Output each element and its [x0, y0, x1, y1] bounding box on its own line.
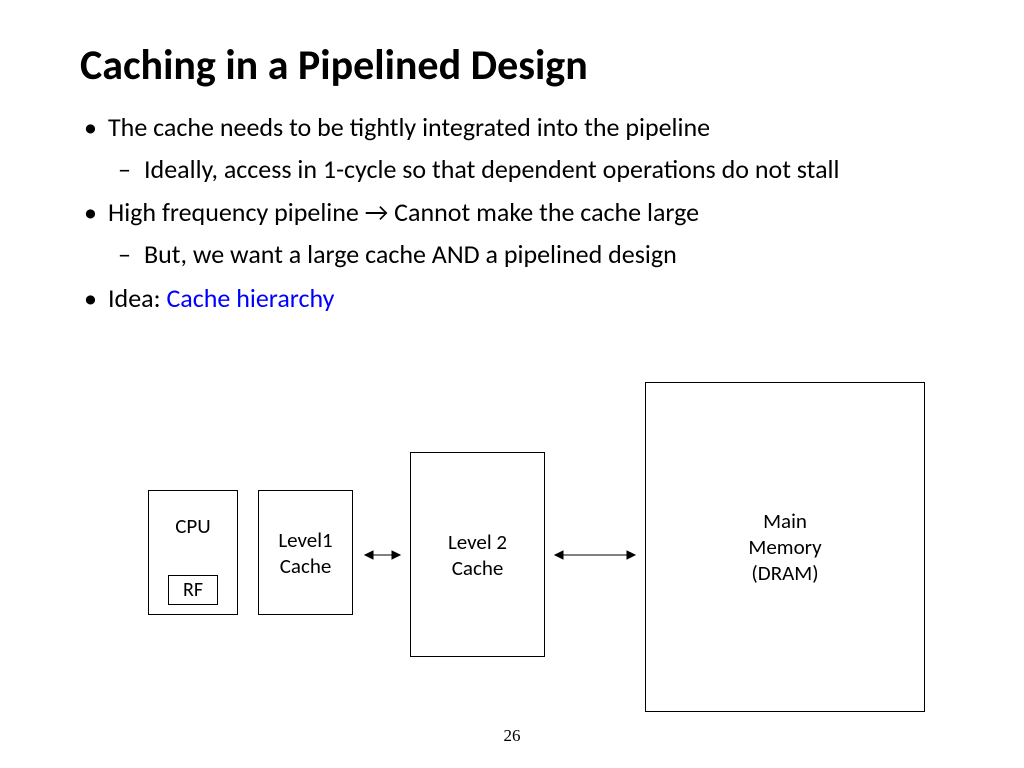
arrow-l2-mem [545, 548, 645, 562]
l2-cache-box: Level 2 Cache [410, 452, 545, 657]
bullet-2-post: Cannot make the cache large [388, 196, 699, 228]
bullet-3: Idea: Cache hierarchy [80, 280, 954, 318]
arrow-l1-l2 [355, 548, 410, 562]
bullet-list: The cache needs to be tightly integrated… [80, 109, 954, 317]
bullet-1-text: The cache needs to be tightly integrated… [108, 111, 710, 143]
page-number: 26 [0, 726, 1024, 746]
bullet-2-sublist: But, we want a large cache AND a pipelin… [108, 236, 954, 274]
main-memory-box: Main Memory (DRAM) [645, 382, 925, 712]
mem-line2: Memory [748, 534, 821, 560]
bullet-3-highlight: Cache hierarchy [166, 282, 334, 314]
arrow-glyph: → [365, 196, 389, 228]
bullet-1-sublist: Ideally, access in 1-cycle so that depen… [108, 151, 954, 189]
bullet-1: The cache needs to be tightly integrated… [80, 109, 954, 188]
bullet-2-pre: High frequency pipeline [108, 196, 365, 228]
mem-line1: Main [763, 508, 807, 534]
l1-line1: Level1 [278, 527, 332, 553]
l1-cache-box: Level1 Cache [258, 490, 353, 615]
mem-line3: (DRAM) [751, 560, 818, 586]
bullet-2: High frequency pipeline → Cannot make th… [80, 194, 954, 273]
cache-hierarchy-diagram: CPU RF Level1 Cache Level 2 Cache Main M… [0, 420, 1024, 720]
bullet-3-pre: Idea: [108, 282, 166, 314]
bullet-1-sub-1: Ideally, access in 1-cycle so that depen… [108, 151, 954, 189]
slide-content: The cache needs to be tightly integrated… [0, 109, 1024, 317]
cpu-label: CPU [175, 513, 211, 539]
l1-line2: Cache [280, 553, 332, 579]
l2-line2: Cache [452, 555, 504, 581]
l2-line1: Level 2 [448, 529, 507, 555]
slide-title: Caching in a Pipelined Design [0, 0, 1024, 109]
bullet-2-sub-1: But, we want a large cache AND a pipelin… [108, 236, 954, 274]
rf-box: RF [168, 575, 218, 605]
